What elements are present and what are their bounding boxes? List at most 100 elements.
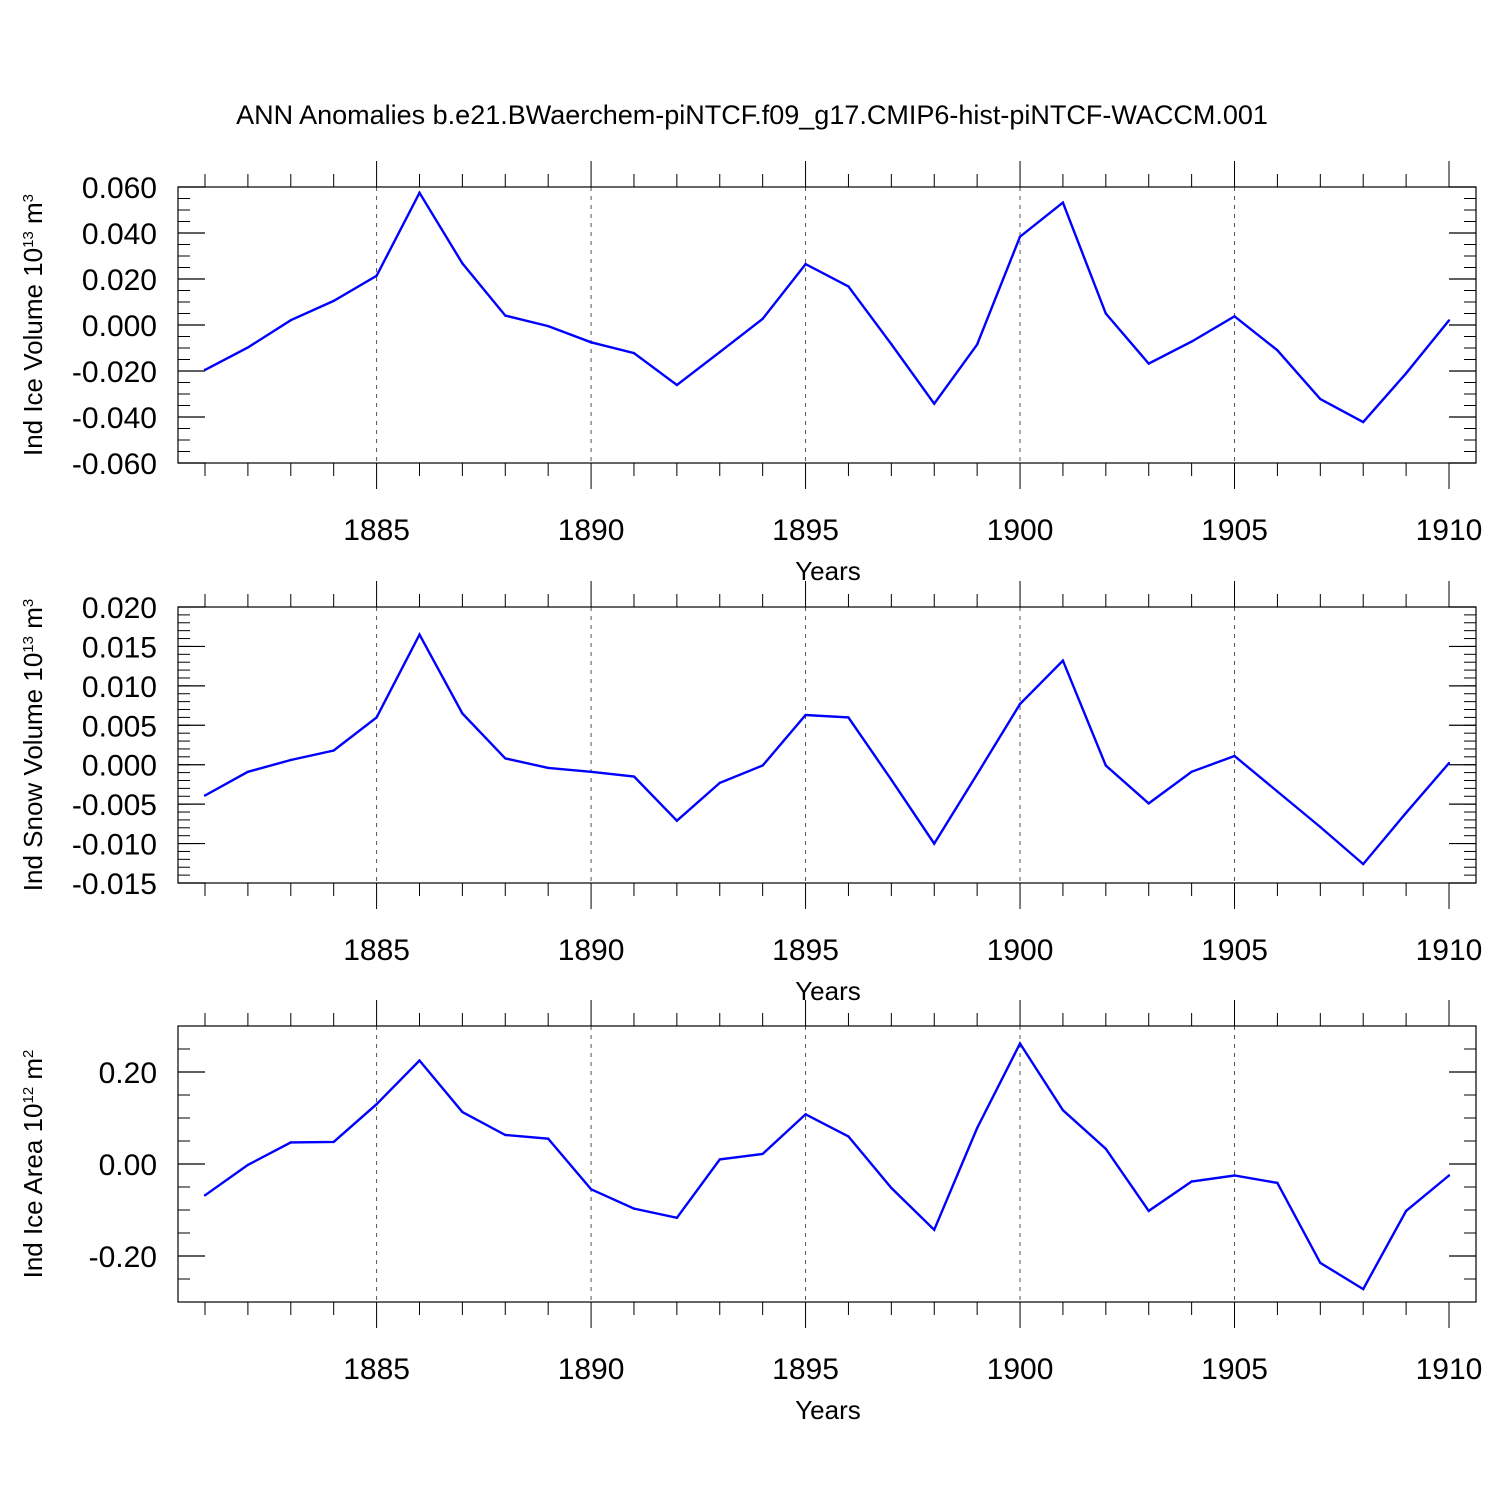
x-tick-label: 1900: [987, 514, 1054, 547]
x-axis-title: Years: [795, 556, 861, 586]
data-point: [1404, 811, 1408, 815]
data-point: [1190, 770, 1193, 774]
y-axis-title: Ind Ice Volume 1013 m3: [18, 194, 48, 456]
data-point: [461, 1110, 464, 1114]
y-axis-title-unit: m: [18, 1058, 48, 1087]
data-point: [418, 1059, 421, 1062]
series-line: [204, 632, 1450, 866]
data-point: [632, 351, 636, 355]
x-tick-label: 1905: [1201, 1353, 1268, 1386]
y-tick-label: -0.20: [89, 1241, 157, 1274]
y-tick-label: -0.040: [72, 402, 157, 435]
y-axis-title-exponent: 13: [20, 636, 37, 653]
y-axis-title-main: Ind Snow Volume 10: [18, 653, 48, 892]
data-point: [1319, 825, 1322, 829]
chart-panels: -0.060 -0.040 -0.020 0.000 0.020 0.040 0.060 18…: [18, 161, 1482, 1425]
y-tick-label: -0.005: [72, 789, 157, 822]
data-point: [718, 1158, 721, 1161]
x-tick-label: 1900: [987, 934, 1054, 967]
data-point: [246, 770, 250, 774]
data-point: [289, 758, 292, 762]
x-tick-label: 1905: [1201, 934, 1268, 967]
y-tick-label: 0.060: [82, 172, 157, 205]
data-point: [1447, 1174, 1451, 1177]
x-tick-label: 1885: [343, 514, 410, 547]
y-axis-title-unit-exponent: 3: [20, 194, 37, 202]
data-point: [761, 764, 764, 767]
data-point: [1319, 397, 1322, 401]
data-point: [418, 633, 421, 636]
x-tick-label: 1890: [558, 934, 625, 967]
data-point: [1447, 761, 1451, 765]
chart-panel-1: -0.060 -0.040 -0.020 0.000 0.020 0.040 0.060 18…: [18, 161, 1482, 586]
data-point: [203, 368, 207, 372]
data-point: [1233, 1174, 1236, 1177]
y-axis-title-unit-exponent: 3: [20, 599, 37, 607]
y-tick-label: 0.020: [82, 264, 157, 297]
data-point: [890, 1186, 893, 1190]
data-point: [975, 1126, 979, 1130]
data-point: [890, 342, 893, 346]
x-tick-label: 1910: [1416, 514, 1483, 547]
y-axis-title: Ind Snow Volume 1013 m3: [18, 599, 48, 891]
data-point: [504, 314, 507, 317]
data-point: [975, 343, 979, 346]
data-point: [761, 317, 764, 320]
data-point: [1404, 1209, 1408, 1213]
y-axis-title: Ind Ice Area 1012 m2: [18, 1050, 48, 1279]
x-axis-title: Years: [795, 976, 861, 1006]
data-point: [1147, 362, 1150, 365]
data-point: [203, 1194, 207, 1197]
data-point: [1404, 372, 1408, 375]
x-tick-label: 1910: [1416, 934, 1483, 967]
page-title: ANN Anomalies b.e21.BWaerchem-piNTCF.f09…: [236, 100, 1268, 130]
data-point: [890, 778, 893, 781]
data-point: [675, 383, 679, 387]
data-point: [203, 794, 207, 797]
y-tick-label: 0.000: [82, 750, 157, 783]
data-point: [246, 346, 250, 349]
data-point: [933, 402, 936, 405]
data-point: [1447, 319, 1451, 322]
data-point: [1018, 1042, 1022, 1045]
y-axis-title-main: Ind Ice Area 10: [18, 1104, 48, 1279]
data-point: [718, 350, 721, 354]
data-point: [1362, 862, 1365, 866]
data-point: [1018, 235, 1022, 238]
y-tick-label: 0.000: [82, 310, 157, 343]
x-tick-label: 1895: [772, 1353, 839, 1386]
data-point: [1319, 1261, 1322, 1265]
data-point: [1190, 340, 1193, 343]
data-point: [589, 1188, 593, 1191]
y-axis-title-unit-exponent: 2: [20, 1050, 37, 1058]
x-tick-label: 1895: [772, 514, 839, 547]
y-tick-label: 0.020: [82, 592, 157, 625]
data-point: [1147, 802, 1150, 805]
data-point: [847, 285, 850, 288]
data-point: [332, 749, 335, 752]
data-point: [461, 262, 464, 265]
y-tick-label: 0.010: [82, 671, 157, 704]
data-point: [1061, 201, 1065, 204]
y-axis-title-unit: m: [18, 607, 48, 636]
x-tick-label: 1900: [987, 1353, 1054, 1386]
data-point: [546, 324, 550, 328]
x-tick-label: 1885: [343, 1353, 410, 1386]
data-point: [246, 1163, 250, 1167]
data-point: [1061, 659, 1065, 662]
y-tick-label: 0.00: [99, 1149, 157, 1182]
y-tick-label: 0.20: [99, 1057, 157, 1090]
plot-frame: [177, 606, 1477, 884]
data-point: [332, 1140, 335, 1144]
y-tick-label: -0.015: [72, 868, 157, 901]
data-point: [761, 1152, 764, 1156]
plot-frame: [177, 186, 1477, 464]
data-point: [675, 819, 679, 822]
data-point: [933, 842, 936, 845]
data-point: [1147, 1209, 1150, 1213]
y-axis-title-exponent: 13: [20, 231, 37, 248]
data-point: [375, 1103, 378, 1106]
data-point: [1018, 702, 1022, 706]
data-point: [504, 757, 507, 760]
